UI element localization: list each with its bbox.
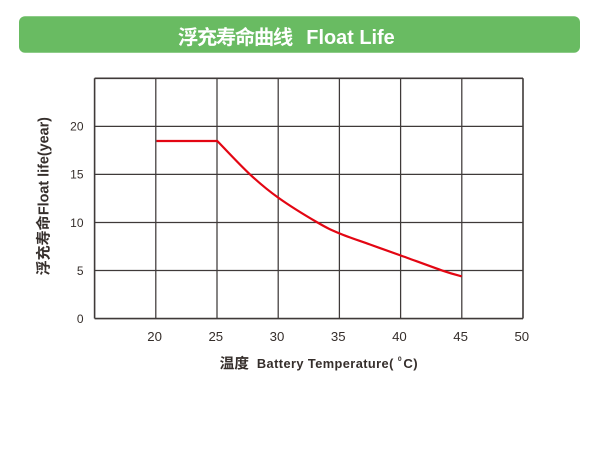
svg-text:0: 0 (77, 312, 84, 326)
svg-text:0: 0 (398, 356, 402, 363)
svg-text:40: 40 (392, 329, 407, 344)
svg-text:C): C) (403, 356, 418, 371)
svg-text:20: 20 (147, 329, 162, 344)
svg-text:45: 45 (453, 329, 468, 344)
svg-text:10: 10 (70, 216, 84, 230)
svg-text:30: 30 (270, 329, 285, 344)
svg-text:Battery Temperature(: Battery Temperature( (257, 356, 394, 371)
svg-text:15: 15 (70, 168, 84, 182)
svg-text:35: 35 (331, 329, 346, 344)
svg-text:20: 20 (70, 120, 84, 134)
svg-text:Float life(year): Float life(year) (37, 117, 53, 215)
svg-text:5: 5 (77, 264, 84, 278)
svg-text:50: 50 (514, 329, 529, 344)
svg-text:25: 25 (208, 329, 223, 344)
svg-text:Float Life: Float Life (306, 27, 394, 49)
